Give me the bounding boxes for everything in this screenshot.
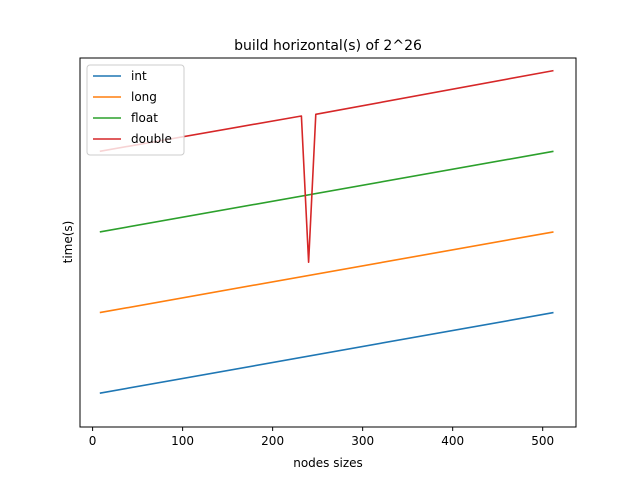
legend-label-long: long — [131, 90, 157, 104]
series-line-int — [99, 311, 554, 394]
legend-label-double: double — [131, 132, 172, 146]
y-axis-label: time(s) — [61, 221, 75, 264]
legend-box — [86, 64, 185, 156]
axes-frame — [79, 57, 577, 428]
x-tick-label: 100 — [171, 434, 194, 448]
x-tick-label: 500 — [531, 434, 554, 448]
series-line-double — [99, 69, 554, 264]
series-line-float — [99, 150, 554, 233]
x-tick-label: 200 — [261, 434, 284, 448]
series-line-long — [99, 231, 554, 314]
chart-title: build horizontal(s) of 2^26 — [234, 38, 422, 54]
legend-label-int: int — [131, 69, 147, 83]
x-tick-label: 400 — [441, 434, 464, 448]
x-tick-label: 300 — [351, 434, 374, 448]
x-axis-ticks: 0 100 200 300 400 500 — [89, 427, 554, 448]
legend: int long float double — [86, 64, 185, 156]
x-tick-label: 0 — [89, 434, 97, 448]
x-axis-label: nodes sizes — [293, 456, 363, 470]
plot-lines — [99, 69, 554, 394]
legend-label-float: float — [131, 111, 158, 125]
